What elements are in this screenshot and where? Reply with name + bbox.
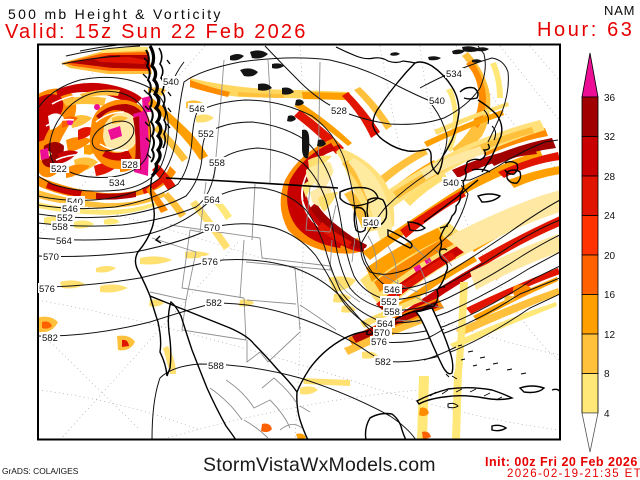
svg-text:540: 540 <box>363 218 379 229</box>
svg-text:20: 20 <box>604 251 616 262</box>
svg-text:528: 528 <box>331 106 347 117</box>
svg-text:12: 12 <box>604 330 616 341</box>
svg-text:576: 576 <box>202 257 218 268</box>
svg-text:546: 546 <box>384 285 400 296</box>
svg-text:546: 546 <box>189 104 205 115</box>
svg-text:36: 36 <box>604 93 616 104</box>
svg-text:564: 564 <box>377 319 393 330</box>
svg-text:32: 32 <box>604 132 616 143</box>
svg-text:534: 534 <box>109 178 125 189</box>
svg-text:558: 558 <box>209 158 225 169</box>
svg-text:552: 552 <box>57 213 73 224</box>
svg-text:558: 558 <box>384 307 400 318</box>
svg-text:8: 8 <box>604 369 610 380</box>
svg-text:528: 528 <box>122 160 138 171</box>
svg-text:588: 588 <box>208 361 224 372</box>
svg-text:24: 24 <box>604 211 616 222</box>
svg-text:582: 582 <box>375 357 391 368</box>
svg-text:570: 570 <box>43 252 59 263</box>
svg-text:552: 552 <box>198 129 214 140</box>
svg-text:576: 576 <box>39 284 55 295</box>
svg-text:564: 564 <box>56 236 72 247</box>
svg-text:570: 570 <box>204 223 220 234</box>
svg-text:546: 546 <box>62 204 78 215</box>
svg-text:28: 28 <box>604 172 616 183</box>
svg-text:522: 522 <box>51 164 67 175</box>
svg-text:540: 540 <box>67 197 83 208</box>
svg-text:540: 540 <box>429 96 445 107</box>
svg-text:552: 552 <box>381 297 397 308</box>
svg-text:558: 558 <box>52 222 68 233</box>
svg-text:16: 16 <box>604 290 616 301</box>
svg-text:576: 576 <box>371 337 387 348</box>
svg-text:540: 540 <box>163 77 179 88</box>
svg-text:582: 582 <box>42 333 58 344</box>
svg-text:540: 540 <box>443 178 459 189</box>
svg-text:564: 564 <box>204 195 220 206</box>
svg-text:582: 582 <box>206 298 222 309</box>
svg-text:534: 534 <box>446 69 462 80</box>
svg-text:570: 570 <box>374 328 390 339</box>
svg-text:4: 4 <box>604 409 610 420</box>
